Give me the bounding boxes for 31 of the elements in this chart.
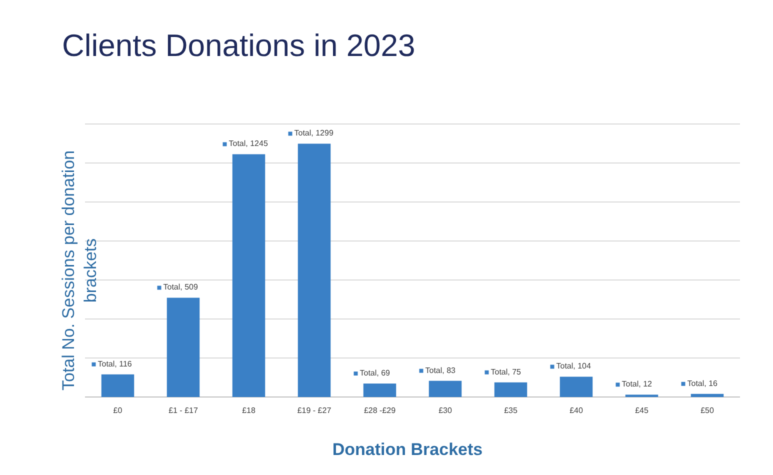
data-label: Total, 12 (622, 380, 653, 389)
x-tick-label: £18 (242, 406, 256, 415)
x-tick-label: £40 (570, 406, 584, 415)
x-tick-label: £30 (438, 406, 452, 415)
bar (363, 384, 396, 397)
data-label: Total, 1299 (294, 128, 334, 138)
bar (560, 376, 593, 397)
x-tick-label: £28 -£29 (364, 406, 396, 415)
x-tick-label: £1 - £17 (168, 406, 198, 415)
x-tick-label: £35 (504, 406, 518, 415)
bar (428, 380, 462, 397)
x-tick-label: £0 (113, 406, 123, 415)
x-tick-label: £50 (700, 406, 714, 415)
data-label: Total, 509 (163, 282, 198, 292)
x-axis-title: Donation Brackets (332, 440, 483, 459)
x-tick-label: £45 (635, 406, 649, 415)
bar (166, 298, 200, 397)
bar (101, 374, 134, 397)
chart-title: Clients Donations in 2023 (62, 28, 416, 63)
bar (298, 144, 331, 397)
x-tick-label: £19 - £27 (297, 406, 332, 415)
bar (232, 154, 266, 397)
data-label: Total, 116 (98, 359, 132, 368)
data-label: Total, 83 (425, 366, 456, 375)
data-label: Total, 16 (687, 378, 718, 388)
data-label: Total, 104 (556, 362, 592, 371)
bar (494, 382, 528, 397)
data-label: Total, 69 (360, 368, 391, 378)
bar (690, 394, 724, 397)
data-label: Total, 1245 (228, 139, 268, 148)
data-label: Total, 75 (490, 367, 522, 376)
